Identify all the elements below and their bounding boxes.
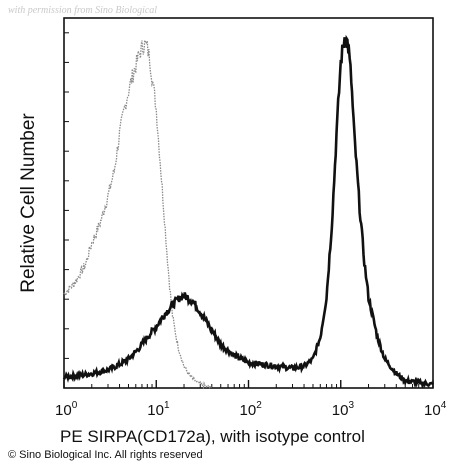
x-axis-ticks: 100 101 102 103 104 <box>55 380 447 419</box>
x-tick-label: 104 <box>424 400 447 419</box>
y-axis-label: Relative Cell Number <box>18 113 39 293</box>
copyright-text: © Sino Biological Inc. All rights reserv… <box>8 449 203 461</box>
x-tick-label: 101 <box>147 400 170 419</box>
histogram-series <box>62 34 435 390</box>
watermark-text: with permission from Sino Biological <box>8 5 157 16</box>
x-axis-label: PE SIRPA(CD172a), with isotype control <box>60 427 365 446</box>
x-tick-label: 102 <box>240 400 263 419</box>
sirpa-stained-histogram <box>62 34 435 389</box>
y-axis-ticks <box>64 32 69 359</box>
x-tick-label: 103 <box>332 400 355 419</box>
plot-frame <box>63 17 434 389</box>
x-tick-label: 100 <box>55 400 78 419</box>
isotype-control-histogram <box>63 38 213 390</box>
